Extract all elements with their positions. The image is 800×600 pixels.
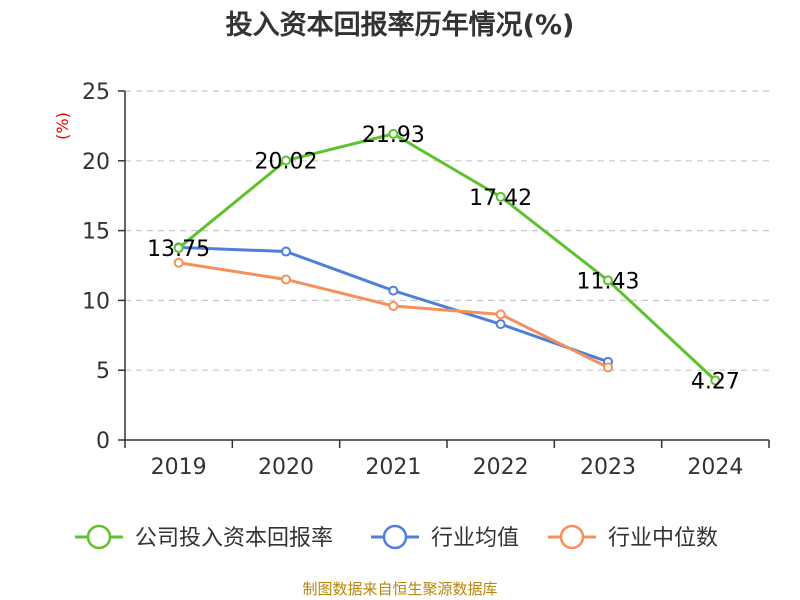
data-point[interactable] [388, 128, 399, 139]
data-point[interactable] [281, 274, 291, 285]
x-tick-label: 2019 [151, 455, 207, 480]
legend-item[interactable]: 行业中位数 [548, 524, 718, 551]
data-labels: 13.75 20.02 21.93 17.42 11.43 4.27 [147, 123, 740, 395]
legend[interactable]: 公司投入资本回报率 行业均值 行业中位数 [75, 524, 718, 551]
series-group [173, 128, 721, 386]
y-tick-label: 10 [82, 289, 110, 314]
data-point[interactable] [388, 285, 399, 296]
data-label: 13.75 [147, 237, 210, 262]
data-label: 17.42 [469, 186, 532, 211]
data-point[interactable] [495, 191, 506, 202]
series-line [177, 132, 717, 382]
data-point[interactable] [173, 243, 184, 254]
legend-label: 行业中位数 [608, 526, 718, 551]
x-tick-label: 2021 [365, 455, 421, 480]
legend-item[interactable]: 公司投入资本回报率 [75, 524, 333, 551]
data-label: 20.02 [255, 150, 318, 175]
x-tick-label: 2020 [258, 455, 314, 480]
chart-title: 投入资本回报率历年情况(%) [226, 9, 575, 41]
data-point[interactable] [281, 155, 291, 166]
data-point[interactable] [603, 362, 613, 373]
data-point[interactable] [495, 309, 506, 320]
legend-marker-icon [382, 524, 408, 550]
data-point[interactable] [603, 275, 613, 286]
axes: 0 5 10 15 20 25 2019 2020 2021 2022 2023 2024 [82, 80, 770, 480]
x-tick-label: 2022 [473, 455, 529, 480]
data-point[interactable] [173, 257, 184, 268]
data-source-note: 制图数据来自恒生聚源数据库 [302, 580, 497, 598]
y-tick-label: 25 [82, 80, 110, 105]
y-tick-label: 0 [96, 429, 110, 454]
y-tick-label: 20 [82, 150, 110, 175]
legend-item[interactable]: 行业均值 [371, 524, 519, 551]
data-label: 11.43 [577, 269, 640, 294]
x-tick-label: 2023 [580, 455, 636, 480]
y-axis-unit-label: (%) [53, 112, 72, 140]
data-label: 4.27 [691, 369, 740, 394]
legend-marker-icon [86, 524, 112, 550]
data-point[interactable] [388, 300, 399, 311]
data-point[interactable] [495, 319, 506, 330]
gridlines [125, 90, 769, 371]
legend-label: 行业均值 [431, 526, 519, 551]
legend-marker-icon [559, 524, 585, 550]
data-point[interactable] [281, 246, 291, 257]
data-point[interactable] [710, 375, 721, 386]
data-label: 21.93 [362, 123, 425, 148]
y-tick-label: 15 [82, 220, 110, 245]
series-line [178, 261, 609, 369]
legend-label: 公司投入资本回报率 [135, 526, 333, 551]
y-tick-label: 5 [96, 359, 110, 384]
x-tick-label: 2024 [687, 455, 743, 480]
